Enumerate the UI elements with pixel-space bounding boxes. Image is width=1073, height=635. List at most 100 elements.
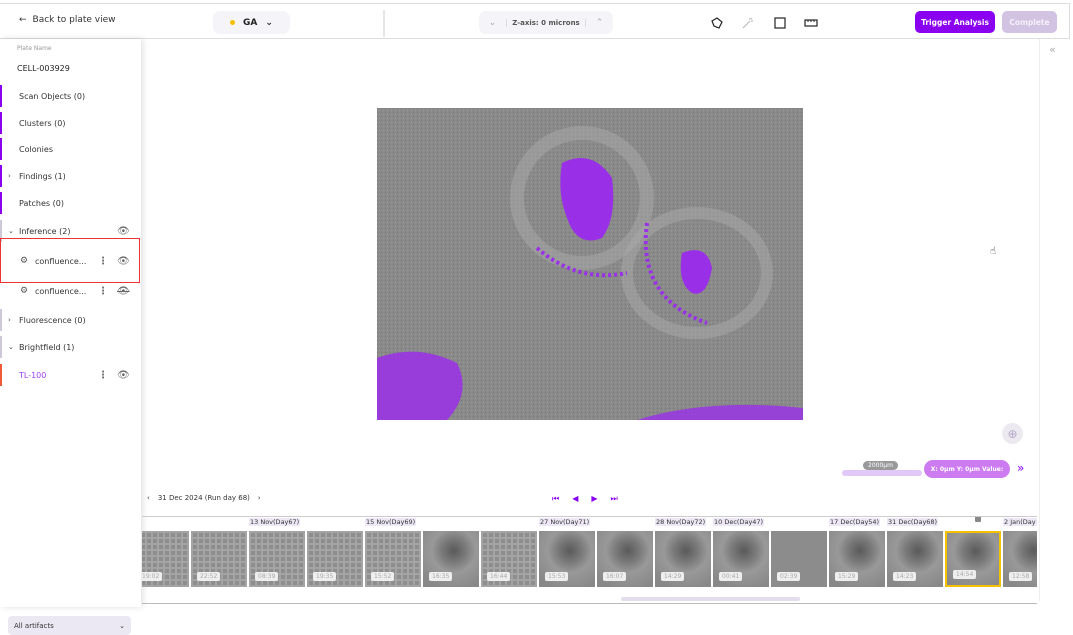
sidebar: Plate Name CELL-003929 Scan Objects (0) …	[0, 39, 141, 635]
thumbnail-time: 16:07	[603, 572, 627, 581]
thumbnail-time: 14:23	[893, 572, 917, 581]
sidebar-item-brightfield[interactable]: ⌄ Brightfield (1)	[0, 336, 141, 358]
eye-icon[interactable]: 👁	[117, 369, 130, 381]
timeline-thumbnail[interactable]: 15:29	[829, 531, 885, 587]
eye-off-icon[interactable]: 👁	[117, 285, 130, 297]
recenter-button[interactable]: ⊕	[1002, 423, 1023, 444]
timeline-thumbnail[interactable]: 12:58	[1003, 531, 1037, 587]
eye-icon[interactable]: 👁	[117, 255, 130, 267]
chevron-down-icon: ⌄	[8, 343, 14, 351]
chevron-right-icon: ›	[8, 316, 11, 324]
playback-controls: ⏮ ◀ ▶ ⏭	[552, 494, 618, 504]
timeline-thumbnail[interactable]: 16:35	[423, 531, 479, 587]
gears-icon: ⚙	[20, 256, 29, 266]
more-options-icon[interactable]: ⋮	[98, 369, 108, 381]
sidebar-item-inference[interactable]: ⌄ Inference (2) 👁	[0, 220, 141, 242]
sidebar-item-confluence-1[interactable]: ⚙ confluence... ⋮ 👁	[20, 255, 130, 267]
timeline-marker[interactable]	[975, 517, 981, 522]
top-toolbar: ← Back to plate view GA ⌄ ⌄ Z-axis: 0 micro…	[0, 3, 1070, 39]
back-to-plate-view-button[interactable]: ← Back to plate view	[19, 15, 116, 25]
chevron-down-icon: ⌄	[265, 17, 273, 28]
thumbnail-time: 22:52	[197, 572, 221, 581]
more-options-icon[interactable]: ⋮	[98, 285, 108, 297]
artifacts-select[interactable]: All artifacts ⌄	[8, 616, 131, 635]
timeline-date-label: 15 Nov(Day69)	[365, 518, 417, 526]
horizontal-scrollbar[interactable]	[621, 597, 800, 601]
thumbnail-time: 00:41	[719, 572, 743, 581]
sidebar-item-fluorescence[interactable]: › Fluorescence (0)	[0, 309, 141, 331]
trigger-analysis-button[interactable]: Trigger Analysis	[915, 11, 995, 33]
timeline-thumbnail[interactable]: 15:52	[365, 531, 421, 587]
skip-first-icon[interactable]: ⏮	[552, 494, 560, 503]
selection-highlight	[0, 238, 140, 283]
timeline-strip: 19:02 22:52 08:39 13 Nov(Day67) 19:35 15:52 15…	[142, 516, 1037, 604]
right-panel-divider	[1039, 39, 1040, 601]
timeline-date-label: 28 Nov(Day72)	[655, 518, 707, 526]
timeline-thumbnail[interactable]: 08:39	[249, 531, 305, 587]
timeline-date-label: 31 Dec(Day68)	[887, 518, 939, 526]
collapse-panel-icon[interactable]: «	[1049, 43, 1056, 56]
step-back-icon[interactable]: ◀	[572, 494, 579, 503]
sidebar-item-scan-objects[interactable]: Scan Objects (0)	[0, 85, 141, 107]
thumbnail-time: 08:39	[255, 572, 279, 581]
timeline-thumbnail[interactable]: 15:53	[539, 531, 595, 587]
microscopy-image[interactable]	[377, 108, 803, 420]
ruler-icon[interactable]	[804, 16, 818, 30]
scale-bar-label: 2000µm	[863, 461, 898, 470]
timeline-thumbnail[interactable]: 14:54	[945, 531, 1001, 587]
timeline-date-label: 27 Nov(Day71)	[539, 518, 591, 526]
sidebar-item-findings[interactable]: › Findings (1)	[0, 165, 141, 187]
timeline-date-label: 10 Dec(Day47)	[713, 518, 765, 526]
zaxis-down-button[interactable]: ⌄	[488, 17, 497, 28]
timeline-thumbnail[interactable]: 02:39	[771, 531, 827, 587]
timeline-thumbnail[interactable]: 14:23	[887, 531, 943, 587]
plate-name-label: Plate Name	[17, 45, 52, 52]
timeline-thumbnail[interactable]: 19:02	[142, 531, 189, 587]
timeline-date-label: 2 Jan(Day	[1003, 518, 1037, 526]
eye-icon[interactable]: 👁	[117, 225, 130, 237]
prev-date-button[interactable]: ‹	[147, 494, 150, 502]
thumbnail-time: 19:02	[142, 572, 163, 581]
timeline-thumbnail[interactable]: 16:44	[481, 531, 537, 587]
divider	[383, 10, 385, 37]
thumbnail-time: 02:39	[777, 572, 801, 581]
timeline-thumbnail[interactable]: 00:41	[713, 531, 769, 587]
chevron-down-icon: ⌄	[8, 227, 14, 235]
skip-last-icon[interactable]: ⏭	[610, 494, 618, 503]
thumbnail-time: 16:35	[429, 572, 453, 581]
sidebar-item-colonies[interactable]: Colonies	[0, 138, 141, 160]
zaxis-value: Z-axis: 0 microns	[506, 18, 586, 27]
zaxis-up-button[interactable]: ⌃	[595, 17, 604, 28]
polygon-icon[interactable]	[710, 16, 724, 30]
scale-bar	[842, 470, 922, 476]
zaxis-control: ⌄ Z-axis: 0 microns ⌃	[479, 11, 613, 34]
timeline-thumbnail[interactable]: 22:52	[191, 531, 247, 587]
step-forward-icon[interactable]: ▶	[591, 494, 598, 503]
stain-selector[interactable]: GA ⌄	[213, 11, 290, 34]
gears-icon: ⚙	[20, 286, 29, 296]
timeline-thumbnail[interactable]: 19:35	[307, 531, 363, 587]
crosshair-icon: ⊕	[1007, 426, 1018, 441]
sidebar-item-patches[interactable]: Patches (0)	[0, 192, 141, 214]
cursor-icon: ☝	[990, 246, 997, 257]
chevron-down-icon: ⌄	[119, 621, 125, 630]
plate-name: CELL-003929	[17, 64, 70, 73]
rectangle-icon[interactable]	[773, 16, 787, 30]
sidebar-item-tl-100[interactable]: TL-100 ⋮ 👁	[0, 364, 141, 386]
sidebar-item-clusters[interactable]: Clusters (0)	[0, 112, 141, 134]
sidebar-item-confluence-2[interactable]: ⚙ confluence... ⋮ 👁	[20, 285, 130, 297]
complete-button[interactable]: Complete	[1002, 11, 1057, 33]
timeline-thumbnail[interactable]: 16:07	[597, 531, 653, 587]
chevron-right-icon: ›	[8, 172, 11, 180]
thumbnail-time: 14:54	[953, 570, 977, 579]
timeline-date-label: 13 Nov(Day67)	[249, 518, 301, 526]
thumbnail-time: 14:29	[661, 572, 685, 581]
thumbnail-time: 15:53	[545, 572, 569, 581]
more-options-icon[interactable]: ⋮	[98, 255, 108, 267]
expand-chevrons-icon[interactable]: »	[1017, 461, 1025, 475]
timeline-thumbnail[interactable]: 14:29	[655, 531, 711, 587]
magic-wand-icon[interactable]	[741, 16, 755, 30]
next-date-button[interactable]: ›	[257, 494, 261, 502]
status-dot	[230, 20, 236, 25]
thumbnail-time: 15:52	[371, 572, 395, 581]
